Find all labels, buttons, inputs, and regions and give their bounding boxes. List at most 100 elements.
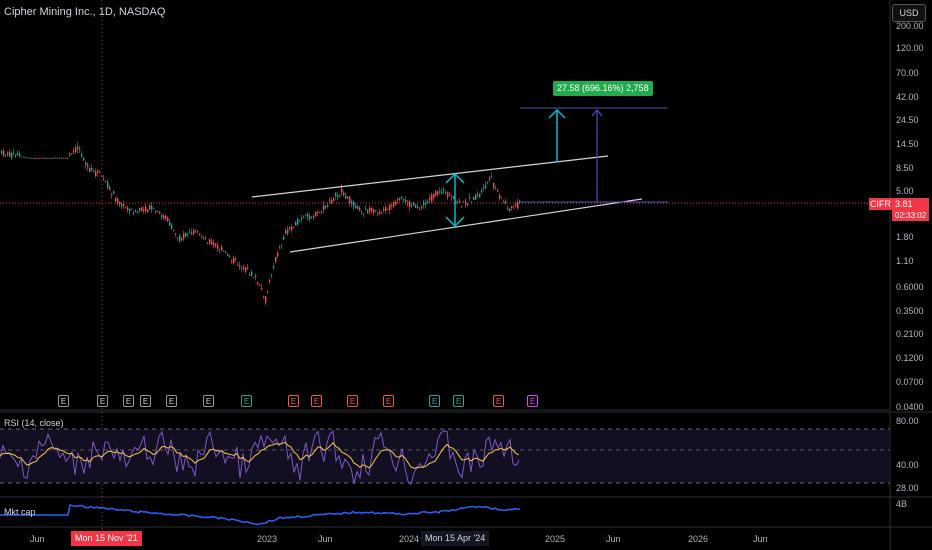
channel-upper-line[interactable] bbox=[251, 155, 609, 198]
mkt-cap-indicator-label[interactable]: Mkt cap bbox=[4, 507, 36, 517]
candle-body bbox=[461, 206, 463, 207]
candle-body bbox=[199, 233, 201, 235]
channel-lower-line[interactable] bbox=[289, 198, 643, 253]
candle-body bbox=[365, 207, 367, 209]
price-label: 5.00 bbox=[896, 186, 914, 196]
candle-body bbox=[135, 210, 137, 212]
candle-body bbox=[125, 207, 127, 209]
candle-body bbox=[409, 201, 411, 208]
candle-body bbox=[449, 194, 451, 196]
last-price-value: 3.81 bbox=[892, 198, 929, 210]
symbol-title[interactable]: Cipher Mining Inc., 1D, NASDAQ bbox=[4, 6, 166, 18]
candle-body bbox=[209, 239, 211, 244]
candle-body bbox=[165, 216, 167, 219]
candle-body bbox=[321, 211, 323, 212]
candle-body bbox=[335, 193, 337, 196]
candle-body bbox=[501, 197, 503, 199]
candle-body bbox=[249, 274, 251, 276]
candle-body bbox=[497, 190, 499, 192]
candle-body bbox=[113, 191, 115, 194]
earnings-event-icon[interactable]: E bbox=[288, 395, 299, 407]
candle-body bbox=[189, 232, 191, 234]
price-label: 0.0700 bbox=[896, 377, 924, 387]
candle-body bbox=[495, 188, 497, 189]
candle-body bbox=[489, 177, 491, 180]
candle-body bbox=[481, 190, 483, 192]
projection-arrow[interactable] bbox=[548, 108, 566, 162]
earnings-event-icon[interactable]: E bbox=[429, 395, 440, 407]
candle-body bbox=[211, 241, 213, 245]
candle-body bbox=[33, 158, 35, 160]
candle-body bbox=[11, 152, 13, 158]
earnings-event-icon[interactable]: E bbox=[527, 395, 538, 407]
candle-body bbox=[379, 211, 381, 214]
candle-body bbox=[23, 156, 25, 158]
candle-body bbox=[421, 206, 423, 208]
candle-body bbox=[307, 214, 309, 217]
earnings-event-icon[interactable]: E bbox=[203, 395, 214, 407]
earnings-event-icon[interactable]: E bbox=[311, 395, 322, 407]
mkt-cap-line bbox=[0, 504, 521, 526]
earnings-event-icon[interactable]: E bbox=[241, 395, 252, 407]
earnings-event-icon[interactable]: E bbox=[140, 395, 151, 407]
candle-body bbox=[27, 157, 29, 159]
candle-body bbox=[187, 233, 189, 235]
earnings-event-icon[interactable]: E bbox=[347, 395, 358, 407]
measure-arrow[interactable] bbox=[591, 109, 603, 202]
candle-body bbox=[405, 200, 407, 203]
candle-body bbox=[371, 207, 373, 211]
candle-body bbox=[229, 256, 231, 258]
time-label: 2024 bbox=[399, 534, 420, 544]
candle-body bbox=[201, 236, 203, 237]
earnings-event-icon[interactable]: E bbox=[453, 395, 464, 407]
candle-body bbox=[191, 232, 193, 235]
candle-body bbox=[393, 201, 395, 207]
candle-body bbox=[107, 181, 109, 189]
time-label: Jun bbox=[753, 534, 768, 544]
candle-body bbox=[71, 153, 73, 154]
price-label: 0.0400 bbox=[896, 402, 924, 412]
measure-label[interactable]: 27.58 (696.16%) 2,758 bbox=[553, 81, 653, 96]
earnings-event-icon[interactable]: E bbox=[166, 395, 177, 407]
earnings-event-icon[interactable]: E bbox=[493, 395, 504, 407]
candle-body bbox=[397, 198, 399, 201]
price-label: 1.10 bbox=[896, 256, 914, 266]
candle-body bbox=[301, 217, 303, 220]
candle-body bbox=[67, 157, 69, 159]
earnings-event-icon[interactable]: E bbox=[58, 395, 69, 407]
rsi-indicator-label[interactable]: RSI (14, close) bbox=[4, 418, 64, 428]
candle-body bbox=[235, 259, 237, 261]
rsi-scale-label: 80.00 bbox=[896, 416, 919, 426]
candle-body bbox=[429, 197, 431, 200]
candle-body bbox=[377, 213, 379, 215]
currency-button[interactable]: USD bbox=[892, 4, 926, 22]
candle-body bbox=[111, 194, 113, 196]
candle-body bbox=[129, 208, 131, 212]
candle-body bbox=[141, 207, 143, 212]
earnings-event-icon[interactable]: E bbox=[97, 395, 108, 407]
candle-body bbox=[463, 201, 465, 203]
rsi-scale-label: 40.00 bbox=[896, 460, 919, 470]
candle-body bbox=[349, 196, 351, 203]
candle-body bbox=[247, 268, 249, 270]
candle-body bbox=[353, 202, 355, 206]
candle-body bbox=[41, 157, 43, 159]
candle-body bbox=[167, 217, 169, 222]
candle-body bbox=[383, 208, 385, 211]
candle-body bbox=[363, 213, 365, 215]
candle-body bbox=[163, 215, 165, 219]
candle-body bbox=[241, 268, 243, 270]
earnings-event-icon[interactable]: E bbox=[123, 395, 134, 407]
earnings-event-icon[interactable]: E bbox=[383, 395, 394, 407]
candle-body bbox=[275, 256, 277, 262]
candle-body bbox=[419, 209, 421, 210]
candle-body bbox=[139, 207, 141, 211]
candle-body bbox=[325, 205, 327, 208]
candle-body bbox=[233, 257, 235, 264]
candle-body bbox=[367, 210, 369, 214]
candle-body bbox=[473, 196, 475, 200]
candle-body bbox=[413, 202, 415, 206]
channel-height-arrow[interactable] bbox=[445, 172, 465, 228]
candle-body bbox=[77, 146, 79, 149]
